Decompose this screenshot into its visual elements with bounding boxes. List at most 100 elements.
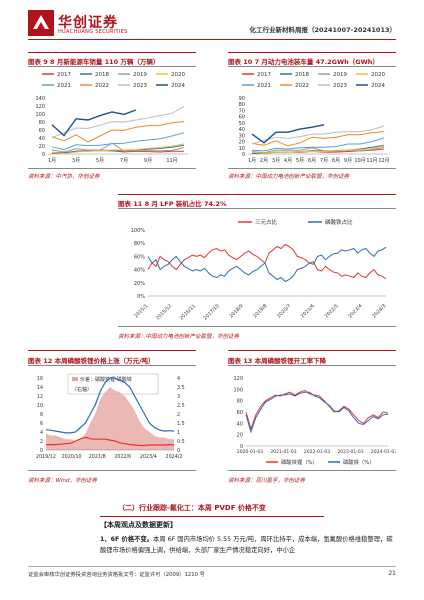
x-tick-label: 11月 — [366, 158, 377, 164]
legend-label-2022: 2022 — [295, 83, 309, 89]
x-tick-label: 2021-01-03 — [270, 449, 296, 455]
series-line-2024 — [251, 124, 325, 144]
paragraph-lead: 1、6F 价格不变。 — [100, 536, 154, 543]
fig11-source: 资料来源：中国动力电池创新产业联盟，华创证券 — [118, 334, 240, 340]
x-tick-label: 2023-01-03 — [337, 449, 363, 455]
y-tick-label: 100 — [233, 387, 243, 393]
legend-label-2019: 2019 — [133, 72, 147, 78]
fig12-title-rule — [28, 365, 196, 366]
fig13-title-rule — [228, 365, 396, 366]
series-line-2022 — [51, 121, 185, 143]
y-tick-label-left: 8 — [40, 412, 43, 418]
section-heading: （二）行业跟踪-氟化工：本周 PVDF 价格不变 — [118, 504, 266, 512]
x-tick-label: 2024/3 — [371, 303, 387, 319]
paragraph-text: 本周 6F 国内市场均价 5.55 万元/吨，周环比持平，成本端，氢氟酸价格维稳… — [100, 536, 393, 554]
series-line-0 — [245, 389, 389, 431]
y-tick-label: 100 — [35, 112, 45, 118]
y-tick-label-left: 12 — [37, 394, 43, 400]
x-tick-label: 10月 — [354, 158, 365, 164]
y-tick-label: 60 — [237, 410, 243, 416]
legend-label-1: 磷酸铁占比 — [325, 218, 353, 226]
y-tick-label-left: 16 — [37, 376, 43, 382]
fig11-title: 图表 11 8 月 LFP 装机占比 74.2% — [118, 200, 227, 208]
y-tick-label-right: 4 — [177, 376, 180, 382]
fig11-chart: 三元占比 磷酸铁占比 0% 20% 40% 60% 80% 100% 2015/1 2015/12… — [131, 218, 388, 322]
legend-label-0: 三元占比 — [255, 218, 278, 226]
y-tick-label: 80 — [239, 102, 245, 108]
x-tick-label: 4月 — [284, 158, 292, 164]
x-tick-label: 3月 — [72, 158, 80, 164]
y-tick-label-left: 0 — [40, 448, 43, 454]
fig12-source: 资料来源：Wind，华创证券 — [28, 478, 97, 484]
series-line-0 — [45, 377, 175, 434]
y-tick-label: 20 — [239, 140, 245, 146]
series-line-2020 — [51, 143, 185, 155]
fig9-title-rule — [28, 66, 196, 67]
fig10-bottom-rule — [228, 168, 396, 169]
x-tick-label: 9月 — [144, 158, 152, 164]
y-tick-label: 40 — [237, 421, 243, 427]
series-line-2023 — [51, 105, 185, 139]
x-tick-label: 2023/4 — [140, 454, 157, 460]
series-line-2020 — [251, 145, 385, 154]
y-tick-label: 60% — [134, 254, 145, 260]
x-tick-label: 2015/12 — [155, 303, 173, 321]
fig9-top-rule — [28, 52, 196, 53]
y-tick-label: 90 — [239, 96, 245, 102]
fig10-top-rule — [228, 52, 396, 53]
series-line-2024 — [51, 109, 137, 137]
report-title: 化工行业新材料周报（20241007-20241013） — [249, 26, 396, 34]
fig10-title-rule — [228, 66, 396, 67]
y-tick-label-left: 6 — [40, 421, 43, 427]
y-tick-label: 120 — [35, 104, 45, 110]
y-tick-label: 20 — [237, 433, 243, 439]
legend-label-2019: 2019 — [333, 72, 347, 78]
y-tick-label: 10 — [239, 146, 245, 152]
section-subheading: 【本周观点及数据更新】 — [100, 521, 177, 529]
y-tick-label: 40 — [39, 136, 45, 142]
legend-label-2018: 2018 — [295, 72, 309, 78]
x-tick-label: 2022/6 — [114, 454, 131, 460]
legend-label-0: 磷酸铁锂（%） — [281, 458, 318, 466]
y-tick-label: 0 — [240, 444, 243, 450]
series-line-2018 — [51, 144, 185, 154]
x-tick-label: 2018/9 — [228, 303, 244, 319]
legend-label-2023: 2023 — [333, 83, 347, 89]
x-tick-label: 2024/2 — [166, 454, 183, 460]
x-tick-label: 5月 — [96, 158, 104, 164]
x-tick-label: 2021/8 — [89, 454, 106, 460]
y-tick-label-left: 2 — [40, 439, 43, 445]
fig12-top-rule — [28, 350, 196, 351]
fig13-top-rule — [228, 350, 396, 351]
body-paragraph: 1、6F 价格不变。本周 6F 国内市场均价 5.55 万元/吨，周环比持平，成… — [100, 534, 396, 556]
brand-name-en: HUACHUANG SECURITIES — [58, 29, 128, 35]
fig12-chart: 价差：磷酸铁锂-磷酸铁 （右轴） 0 2 4 6 8 10 12 14 16 0 0.5 1 1.5 2 2.5… — [36, 373, 185, 460]
company-logo — [28, 10, 54, 36]
y-tick-label-right: 1 — [177, 430, 180, 436]
fig13-source: 资料来源：百川盈孚，华创证券 — [228, 478, 306, 484]
legend-label-right-axis: （右轴） — [72, 386, 92, 393]
legend-label-2024: 2024 — [171, 83, 185, 89]
y-tick-label-right: 0 — [177, 448, 180, 454]
y-tick-label-right: 1.5 — [177, 421, 185, 427]
y-tick-label-right: 0.5 — [177, 439, 185, 445]
fig13-chart: 0 20 40 60 80 100 120 2020-01-03 2021-01-03 2022-… — [233, 376, 396, 466]
fig13-title: 图表 13 本周磷酸铁锂开工率下降 — [228, 357, 327, 365]
legend-label-2020: 2020 — [171, 72, 185, 78]
x-tick-label: 2015/1 — [133, 303, 149, 319]
brand-name: 华创证券 — [58, 15, 118, 31]
series-line-2021 — [251, 137, 385, 152]
fig13-bottom-rule — [228, 470, 396, 471]
legend-label-2022: 2022 — [95, 83, 109, 89]
series-line-0 — [147, 243, 387, 280]
y-tick-label-right: 2 — [177, 412, 180, 418]
x-tick-label: 2020-01-03 — [237, 449, 263, 455]
y-tick-label: 20 — [39, 144, 45, 150]
x-tick-label: 7月 — [320, 158, 328, 164]
y-tick-label: 60 — [39, 128, 45, 134]
legend-label-2020: 2020 — [371, 72, 385, 78]
series-line-1 — [245, 391, 389, 434]
x-tick-label: 2020/10 — [62, 454, 82, 460]
y-tick-label: 80% — [134, 241, 145, 247]
y-tick-label-left: 14 — [37, 385, 43, 391]
